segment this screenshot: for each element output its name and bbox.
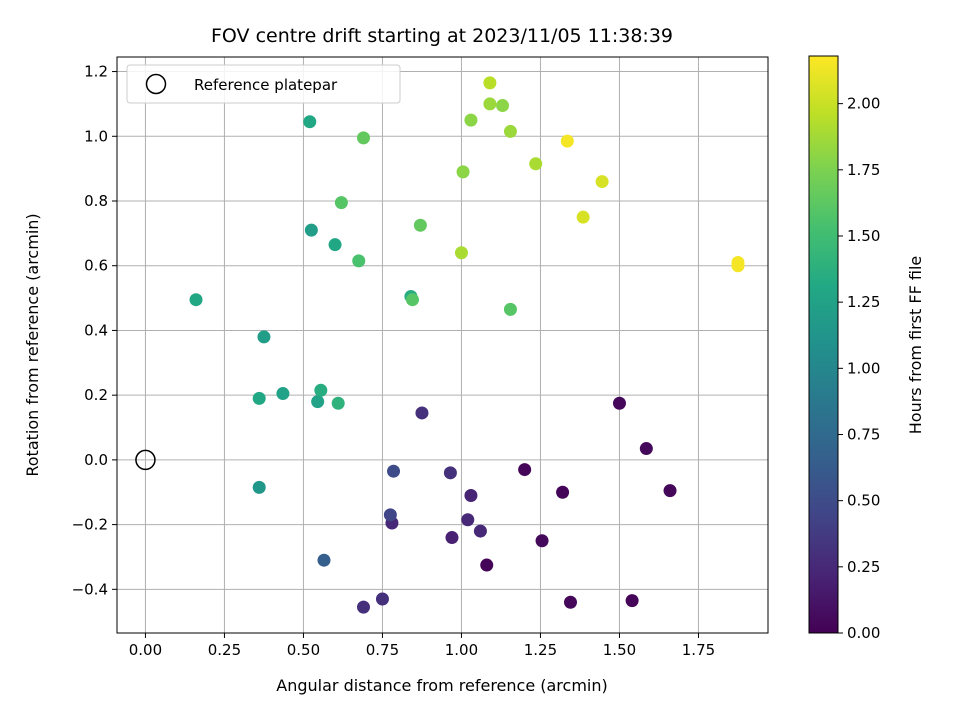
colorbar-ticks: 0.00 0.25 0.50 0.75 1.00 1.25 1.50 1.75 2.00	[838, 95, 880, 642]
scatter-point	[334, 196, 348, 210]
plot-frame	[116, 56, 769, 634]
scatter-point	[503, 302, 517, 316]
y-tick-label: 1.2	[84, 63, 108, 81]
x-tick-label: 0.50	[287, 641, 320, 659]
colorbar-tick-label: 0.00	[847, 624, 880, 642]
scatter-point	[496, 99, 510, 113]
scatter-point	[328, 238, 342, 252]
scatter-point	[352, 254, 366, 268]
colorbar: 0.00 0.25 0.50 0.75 1.00 1.25 1.50 1.75 2.00 Hou…	[808, 55, 925, 642]
colorbar-tick-label: 1.50	[847, 227, 880, 245]
y-axis-label: Rotation from reference (arcmin)	[23, 213, 42, 476]
scatter-point	[560, 134, 574, 148]
grid-lines	[117, 57, 768, 633]
scatter-point	[639, 442, 653, 456]
y-tick-label: 0.2	[84, 386, 108, 404]
scatter-point	[731, 255, 745, 269]
scatter-point	[576, 210, 590, 224]
scatter-point	[625, 594, 639, 608]
scatter-point	[454, 246, 468, 260]
legend: Reference platepar	[126, 64, 401, 104]
scatter-point	[473, 524, 487, 538]
scatter-point	[356, 600, 370, 614]
scatter-point	[314, 383, 328, 397]
scatter-point	[445, 531, 459, 545]
scatter-point	[375, 592, 389, 606]
x-tick-label: 0.25	[208, 641, 241, 659]
scatter-point	[257, 330, 271, 344]
scatter-point	[663, 484, 677, 498]
scatter-point	[503, 124, 517, 138]
x-tick-label: 0.75	[366, 641, 399, 659]
colorbar-tick-label: 2.00	[847, 95, 880, 113]
colorbar-tick-label: 1.75	[847, 161, 880, 179]
colorbar-tick-label: 0.25	[847, 558, 880, 576]
scatter-point	[311, 395, 325, 409]
scatter-point	[276, 387, 290, 401]
scatter-point	[317, 553, 331, 567]
y-tick-label: −0.2	[72, 516, 108, 534]
x-axis: 0.00 0.25 0.50 0.75 1.00 1.25 1.50 1.75	[129, 633, 715, 659]
scatter-point	[529, 157, 543, 171]
scatter-point	[456, 165, 470, 179]
scatter-point	[612, 396, 626, 410]
y-tick-label: 0.6	[84, 257, 108, 275]
scatter-point	[189, 293, 203, 307]
scatter-points	[135, 76, 745, 614]
colorbar-gradient	[808, 55, 839, 634]
scatter-point	[563, 595, 577, 609]
scatter-point	[356, 131, 370, 145]
colorbar-tick-label: 1.25	[847, 293, 880, 311]
x-tick-label: 1.75	[682, 641, 715, 659]
scatter-point	[303, 115, 317, 129]
colorbar-tick-label: 1.00	[847, 359, 880, 377]
scatter-point	[304, 223, 318, 237]
chart-title: FOV centre drift starting at 2023/11/05 …	[211, 25, 673, 47]
scatter-point	[464, 488, 478, 502]
legend-box	[126, 64, 401, 104]
y-axis: −0.4 −0.2 0.0 0.2 0.4 0.6 0.8 1.0 1.2	[72, 63, 117, 598]
scatter-point	[480, 558, 494, 572]
scatter-point	[387, 464, 401, 478]
scatter-point	[413, 218, 427, 232]
y-tick-label: 0.8	[84, 192, 108, 210]
scatter-point	[415, 406, 429, 420]
scatter-point	[252, 391, 266, 405]
scatter-point	[595, 175, 609, 189]
scatter-point	[461, 513, 475, 527]
scatter-point	[483, 76, 497, 90]
scatter-point	[535, 534, 549, 548]
reference-marker	[135, 449, 156, 471]
x-tick-label: 1.25	[524, 641, 557, 659]
y-tick-label: 0.4	[84, 321, 108, 339]
colorbar-tick-label: 0.50	[847, 492, 880, 510]
y-tick-label: 0.0	[84, 451, 108, 469]
x-axis-label: Angular distance from reference (arcmin)	[276, 676, 607, 695]
legend-marker	[145, 73, 167, 95]
scatter-point	[252, 480, 266, 494]
y-tick-label: 1.0	[84, 127, 108, 145]
scatter-point	[556, 485, 570, 499]
scatter-point	[464, 113, 478, 127]
x-tick-label: 1.00	[445, 641, 478, 659]
x-tick-label: 0.00	[129, 641, 162, 659]
scatter-point	[518, 463, 532, 477]
colorbar-label: Hours from first FF file	[906, 256, 925, 435]
scatter-point	[405, 293, 419, 307]
y-tick-label: −0.4	[72, 580, 108, 598]
scatter-point	[331, 396, 345, 410]
x-tick-label: 1.50	[603, 641, 636, 659]
scatter-point	[483, 97, 497, 111]
legend-entry-reference: Reference platepar	[194, 76, 338, 94]
scatter-point	[383, 508, 397, 522]
colorbar-tick-label: 0.75	[847, 425, 880, 443]
scatter-point	[443, 466, 457, 480]
